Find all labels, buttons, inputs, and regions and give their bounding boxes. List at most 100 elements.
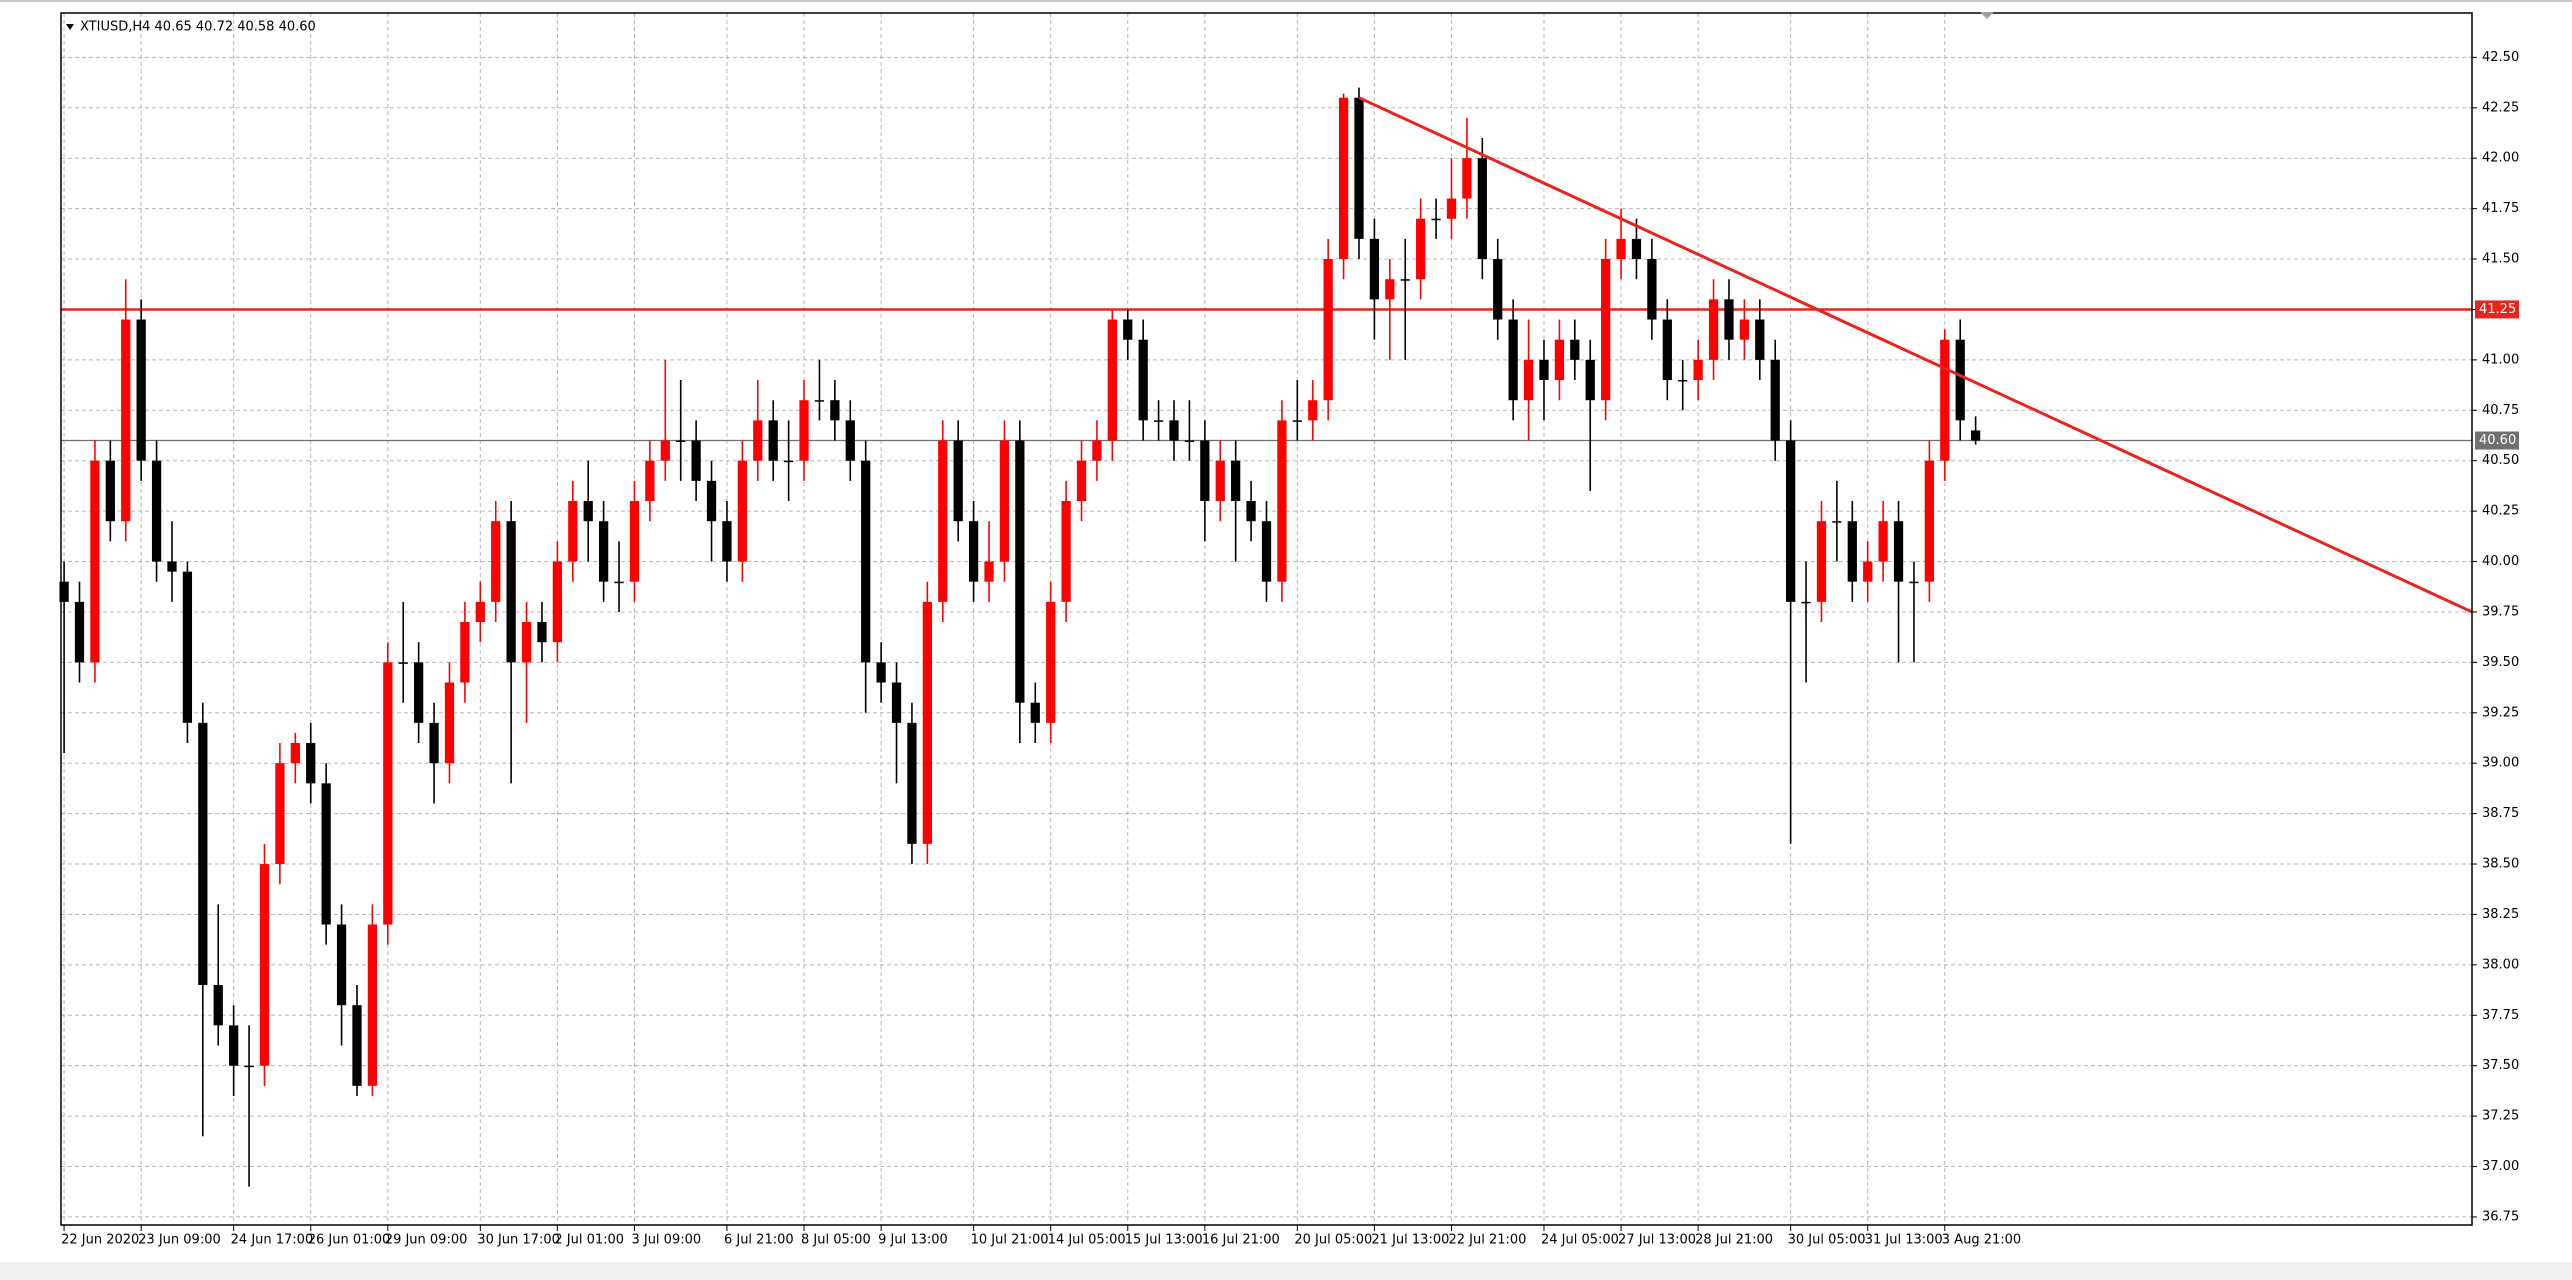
candle-body: [429, 722, 439, 764]
price-label-box: [2475, 431, 2519, 450]
candle-body: [398, 662, 408, 664]
labels-layer: 36.75 37.00 37.25 37.50 37.75 38.00 38.25 38.50…: [61, 50, 2519, 1248]
x-tick-label: 24 Jul 05:00: [1541, 1233, 1619, 1248]
candle-body: [1308, 400, 1318, 421]
y-tick-label: 38.25: [2482, 907, 2519, 922]
candle-body: [1585, 359, 1595, 401]
candle-body: [59, 581, 69, 602]
candle-body: [1046, 601, 1056, 723]
y-tick-label: 37.50: [2482, 1058, 2519, 1073]
candle-body: [552, 561, 563, 643]
candle-body: [891, 682, 902, 723]
candle-body: [753, 420, 763, 461]
candle-body: [722, 521, 732, 562]
candle-body: [259, 864, 270, 1066]
candle-body: [783, 460, 794, 463]
candle-body: [1816, 521, 1827, 602]
candle-body: [629, 501, 640, 582]
marks-layer: [59, 87, 2473, 1187]
candle-body: [244, 1065, 254, 1068]
candle-body: [953, 440, 963, 522]
candle-body: [383, 662, 393, 925]
candle-body: [799, 400, 809, 461]
candle-body: [861, 460, 871, 663]
candle-body: [414, 662, 424, 723]
x-tick-label: 3 Jul 09:00: [631, 1233, 701, 1248]
x-tick-label: 31 Jul 13:00: [1865, 1233, 1943, 1248]
y-tick-label: 38.75: [2482, 806, 2519, 821]
candle-body: [1076, 460, 1087, 502]
candle-body: [167, 561, 177, 572]
candle-body: [830, 400, 840, 421]
candle-body: [121, 319, 131, 522]
candle-body: [1739, 319, 1750, 340]
candle-body: [1755, 319, 1765, 360]
candle-body: [1092, 440, 1102, 461]
candle-body: [1863, 561, 1873, 582]
candle-body: [537, 622, 547, 643]
candle-body: [676, 440, 686, 443]
candle-body: [1508, 319, 1518, 401]
y-tick-label: 39.25: [2482, 705, 2519, 720]
x-tick-label: 26 Jun 01:00: [308, 1233, 391, 1248]
x-tick-label: 6 Jul 21:00: [724, 1233, 794, 1248]
candle-body: [1184, 440, 1195, 443]
candle-body: [1107, 319, 1117, 441]
candle-body: [1909, 581, 1919, 584]
candle-body: [229, 1025, 239, 1066]
candle-body: [845, 420, 855, 461]
candle-body: [922, 601, 932, 844]
candle-body: [1153, 420, 1164, 422]
candle-body: [1231, 460, 1241, 502]
price-label-box: [2475, 300, 2519, 319]
price-label: 41.25: [2479, 302, 2516, 317]
y-tick-label: 37.25: [2482, 1109, 2519, 1124]
candle-body: [999, 440, 1010, 562]
candle-body: [1786, 440, 1796, 602]
candle-body: [1015, 440, 1025, 703]
y-tick-label: 41.50: [2482, 252, 2519, 267]
candle-body: [1724, 299, 1734, 340]
candle-body: [352, 1005, 362, 1086]
candle-body: [1462, 158, 1472, 199]
candle-body: [136, 319, 146, 461]
y-tick-label: 38.00: [2482, 957, 2519, 972]
x-tick-label: 20 Jul 05:00: [1294, 1233, 1372, 1248]
x-tick-label: 3 Aug 21:00: [1942, 1233, 2021, 1248]
x-tick-label: 28 Jul 21:00: [1695, 1233, 1773, 1248]
candle-body: [105, 460, 115, 522]
y-tick-label: 40.25: [2482, 504, 2519, 519]
candle-body: [1354, 97, 1364, 239]
candle-body: [1431, 218, 1441, 221]
candle-body: [737, 460, 747, 562]
candle-body: [460, 622, 470, 683]
x-tick-label: 2 Jul 01:00: [554, 1233, 624, 1248]
y-tick-label: 37.00: [2482, 1159, 2519, 1174]
candle-body: [1924, 460, 1934, 582]
candle-body: [568, 501, 578, 562]
candle-body: [1662, 319, 1672, 381]
candle-body: [475, 601, 485, 623]
x-tick-label: 21 Jul 13:00: [1371, 1233, 1449, 1248]
candle-body: [290, 743, 300, 764]
y-tick-label: 39.00: [2482, 756, 2519, 771]
x-tick-label: 8 Jul 05:00: [801, 1233, 871, 1248]
candle-body: [876, 662, 886, 683]
menu-arrow: [66, 24, 74, 30]
candle-body: [1385, 279, 1395, 300]
candle-body: [968, 521, 979, 582]
x-tick-label: 10 Jul 21:00: [971, 1233, 1049, 1248]
candle-body: [1138, 339, 1148, 421]
candle-body: [814, 400, 825, 402]
candle-body: [1539, 359, 1549, 381]
candle-body: [706, 480, 717, 522]
candle-body: [1477, 158, 1487, 260]
x-tick-label: 22 Jun 2020: [61, 1233, 139, 1248]
candle-body: [1400, 279, 1410, 281]
x-tick-label: 22 Jul 21:00: [1448, 1233, 1526, 1248]
y-tick-label: 38.50: [2482, 857, 2519, 872]
candle-body: [1708, 299, 1719, 360]
y-tick-label: 42.25: [2482, 100, 2519, 115]
candle-body: [984, 561, 994, 582]
